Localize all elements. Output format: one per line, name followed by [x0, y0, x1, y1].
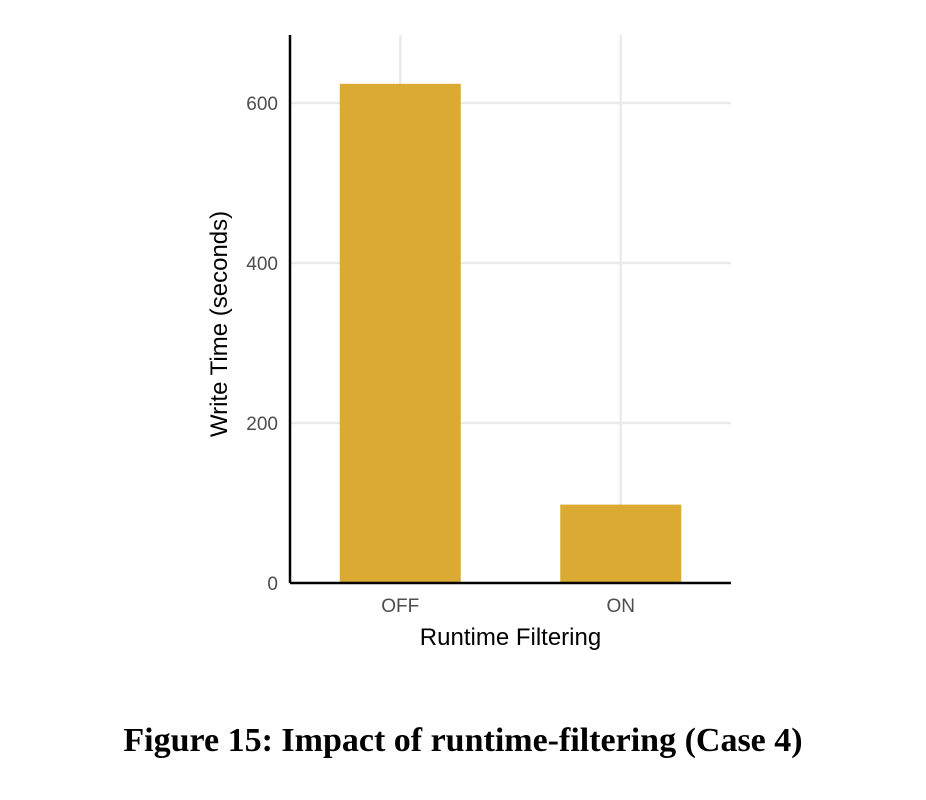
- x-tick-label: ON: [607, 596, 636, 617]
- y-tick-label: 0: [267, 574, 278, 595]
- axes: [288, 35, 731, 585]
- y-tick-label: 200: [246, 414, 278, 435]
- y-axis-title: Write Time (seconds): [206, 211, 233, 437]
- bars: [339, 83, 682, 584]
- y-tick-label: 600: [246, 94, 278, 115]
- x-axis-title: Runtime Filtering: [420, 624, 601, 651]
- y-tick-label: 400: [246, 254, 278, 275]
- bar-chart: 0 200 400 600 OFF ON Runtime Filtering Write…: [206, 35, 731, 651]
- x-tick-labels: OFF ON: [381, 596, 635, 617]
- x-tick-label: OFF: [381, 596, 419, 617]
- bar-on: [560, 504, 682, 583]
- bar-off: [339, 83, 461, 584]
- y-tick-labels: 0 200 400 600: [246, 94, 278, 595]
- figure-caption: Figure 15: Impact of runtime-filtering (…: [123, 722, 803, 759]
